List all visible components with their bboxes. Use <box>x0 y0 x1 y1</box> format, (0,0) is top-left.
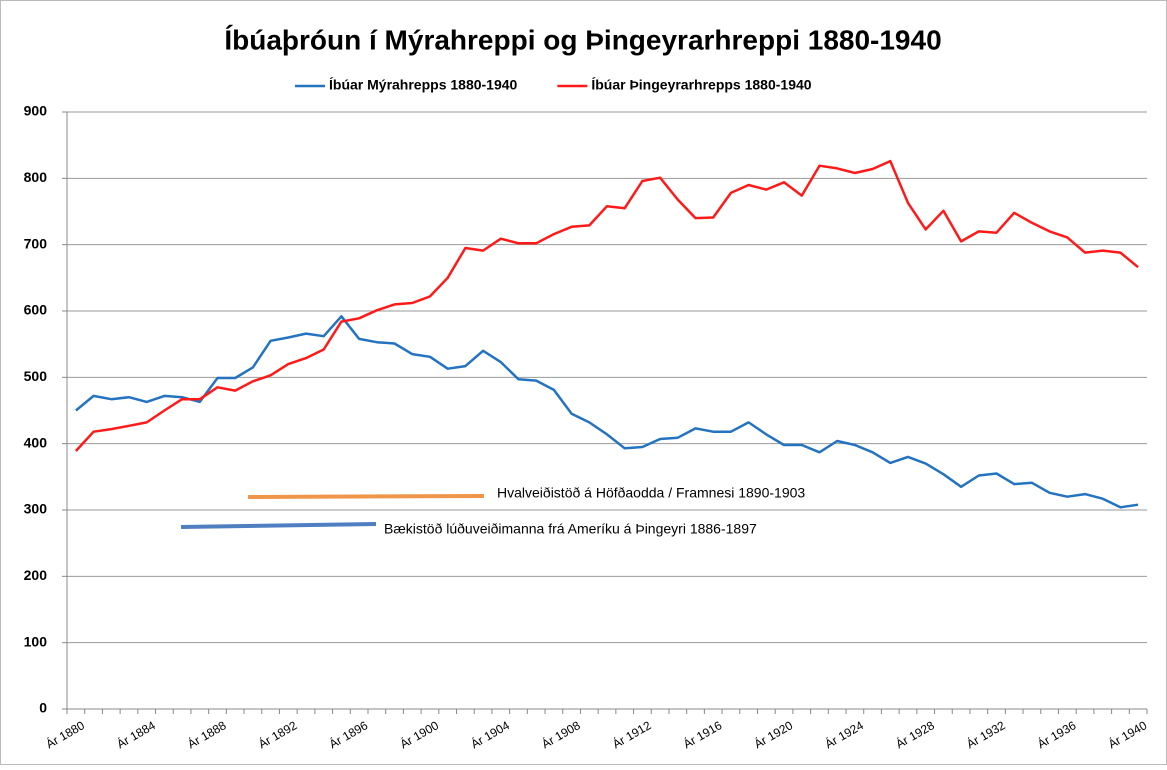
y-tick-label: 500 <box>24 368 48 384</box>
y-tick-label: 300 <box>24 501 48 517</box>
y-tick-label: 400 <box>24 434 48 450</box>
y-tick-label: 800 <box>24 169 48 185</box>
annotation-line <box>247 494 485 499</box>
line-series <box>74 159 1139 452</box>
y-tick-label: 0 <box>39 700 47 716</box>
y-tick-label: 200 <box>24 567 48 583</box>
y-tick-label: 100 <box>24 633 48 649</box>
legend-label: Íbúar Þingeyrarhrepps 1880-1940 <box>591 77 811 93</box>
annotation: Hvalveiðistöð á Höfðaodda / Framnesi 189… <box>497 485 805 501</box>
y-tick-label: 700 <box>24 235 48 251</box>
legend-label: Íbúar Mýrahrepps 1880-1940 <box>329 77 518 93</box>
annotation-line <box>180 522 377 529</box>
y-tick-label: 600 <box>24 302 48 318</box>
chart-title: Íbúaþróun í Mýrahreppi og Þingeyrarhrepp… <box>224 24 941 55</box>
annotation: Bækistöð lúðuveiðimanna frá Ameríku á Þi… <box>384 521 757 537</box>
line-series <box>75 315 1139 509</box>
y-tick-label: 900 <box>24 103 48 119</box>
